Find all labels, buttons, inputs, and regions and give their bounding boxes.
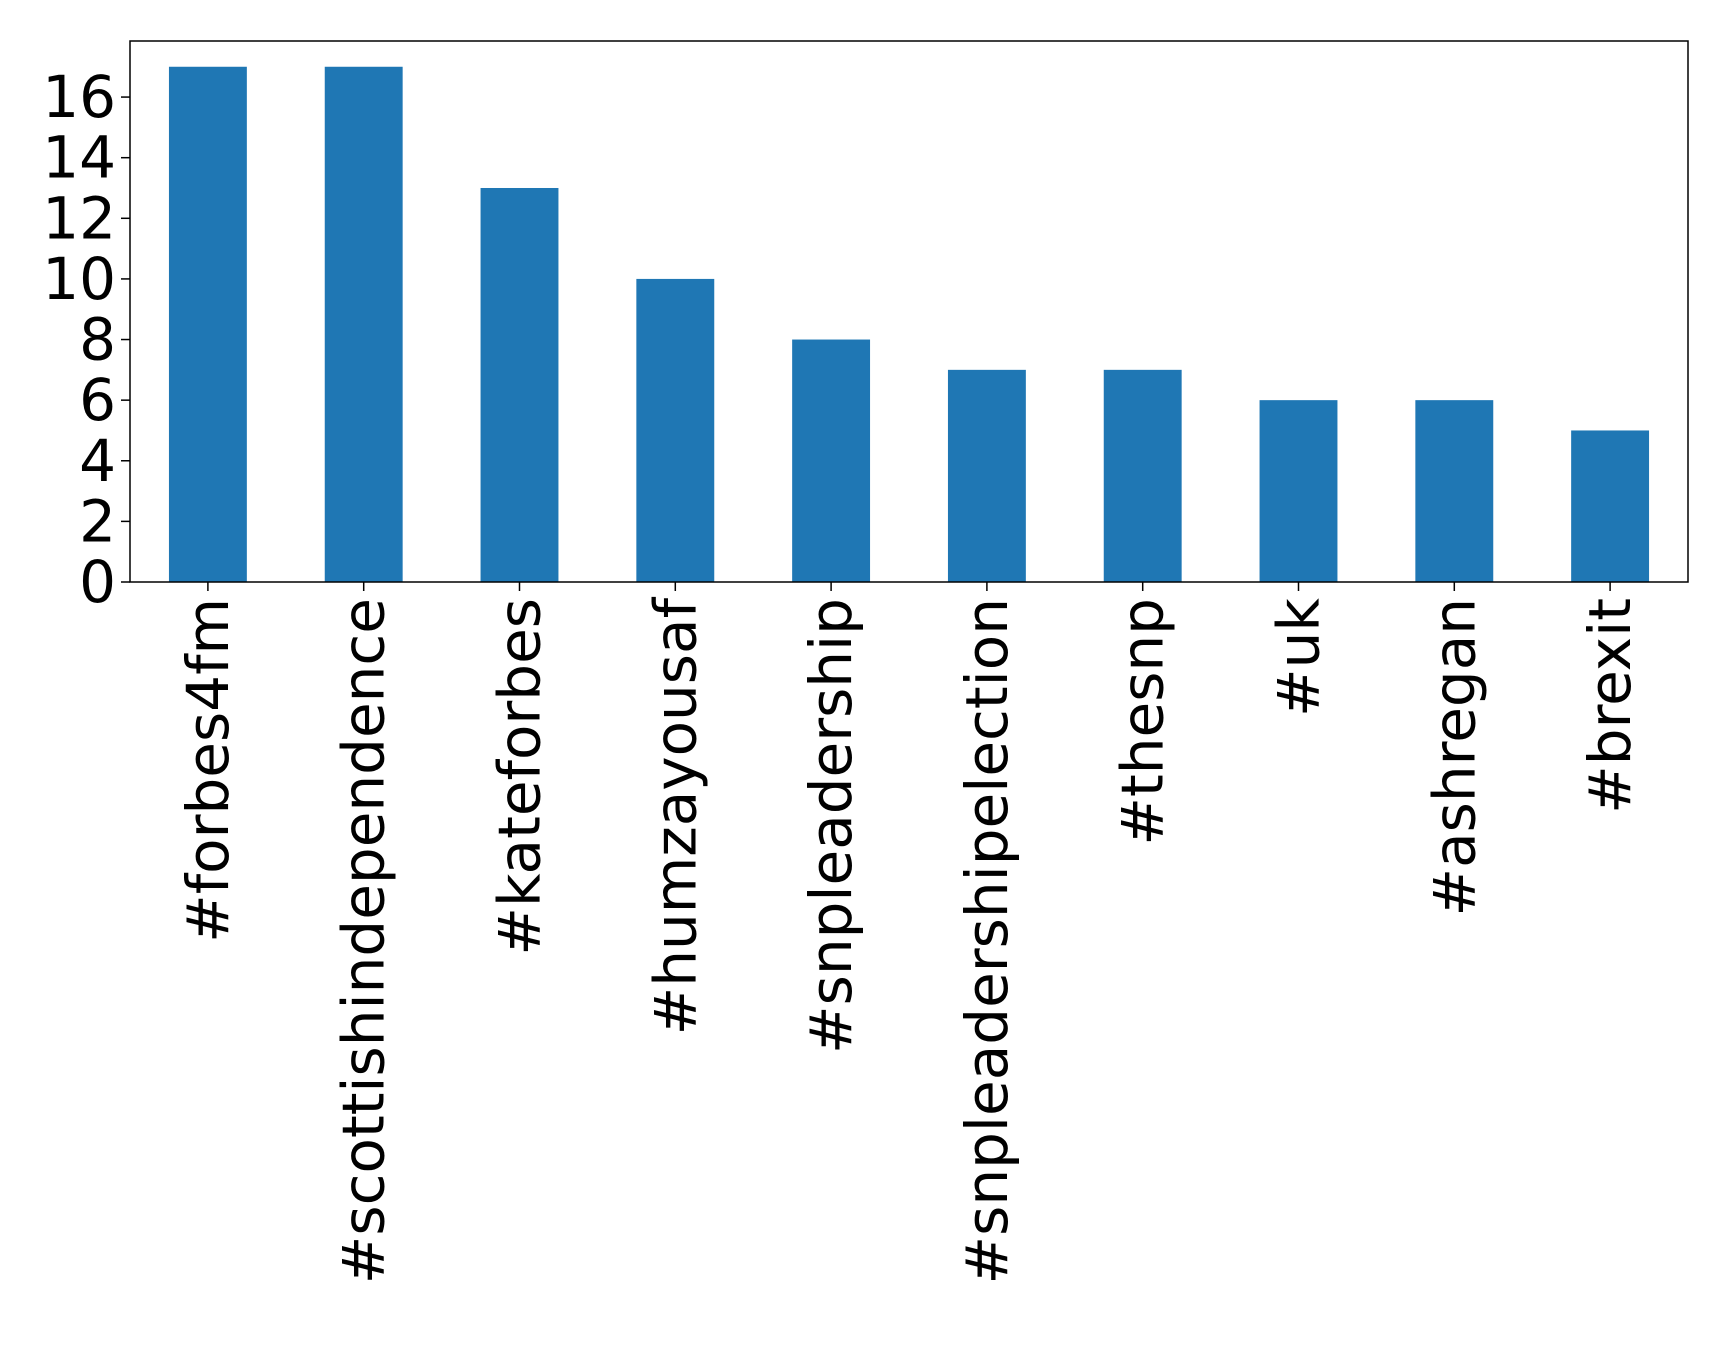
bar-snpleadershipelection	[947, 369, 1026, 582]
x-tick-label: #uk	[1265, 598, 1333, 717]
x-tick-label: #ashregan	[1420, 598, 1488, 917]
y-tick-label: 0	[79, 548, 116, 616]
bar-kateforbes	[480, 187, 559, 583]
x-tick-label: #brexit	[1576, 598, 1644, 814]
bar-brexit	[1571, 430, 1650, 582]
x-tick-label: #humzayousaf	[641, 596, 709, 1035]
y-tick-label: 10	[42, 245, 116, 313]
bar-thesnp	[1103, 369, 1182, 582]
bar-scottishindependence	[324, 66, 403, 582]
x-tick-label: #scottishindependence	[330, 598, 398, 1284]
bars-group	[168, 66, 1650, 583]
bar-ashregan	[1415, 400, 1494, 582]
y-tick-label: 6	[79, 366, 116, 434]
plot-frame	[129, 40, 1689, 583]
x-tick-label: #forbes4fm	[174, 598, 242, 943]
x-axis: #forbes4fm #scottishindependence #kateforb…	[174, 582, 1644, 1284]
y-tick-label: 16	[42, 63, 116, 131]
x-tick-label: #thesnp	[1109, 598, 1177, 846]
x-tick-label: #snpleadershipelection	[953, 598, 1021, 1284]
y-tick-label: 8	[79, 306, 116, 374]
x-tick-label: #kateforbes	[486, 598, 554, 956]
y-tick-label: 12	[42, 184, 116, 252]
bar-snpleadership	[792, 339, 871, 582]
bar-forbes4fm	[168, 66, 247, 582]
y-tick-label: 14	[42, 124, 116, 192]
bar-uk	[1259, 400, 1338, 582]
y-tick-label: 4	[79, 427, 116, 495]
y-tick-label: 2	[79, 487, 116, 555]
bar-humzayousaf	[636, 278, 715, 582]
x-tick-label: #snpleadership	[797, 598, 865, 1054]
